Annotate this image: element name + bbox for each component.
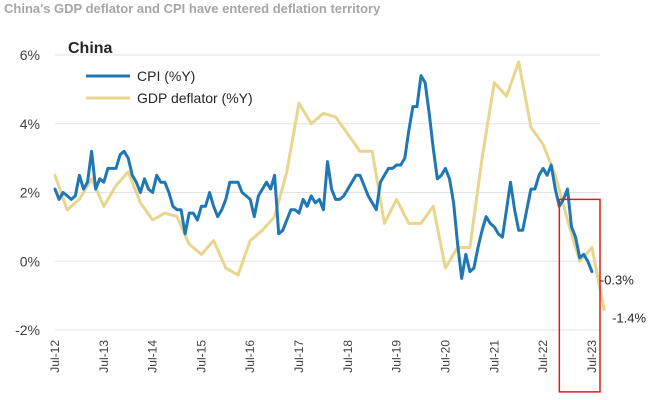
x-axis-ticks: Jul-12 Jul-13 Jul-14 Jul-15 Jul-16 Jul-17 Jul-… [48, 340, 599, 373]
series-lines [53, 60, 606, 311]
y-tick-label: -2% [15, 322, 40, 338]
x-tick-label: Jul-21 [487, 340, 501, 373]
chart-title: China's GDP deflator and CPI have entere… [4, 1, 381, 16]
end-value-label: -1.4% [612, 310, 646, 325]
x-tick-label: Jul-16 [243, 340, 257, 373]
x-tick-label: Jul-18 [341, 340, 355, 373]
x-tick-label: Jul-13 [97, 340, 111, 373]
x-tick-label: Jul-22 [536, 340, 550, 373]
y-axis-ticks: -2% 0% 2% 4% 6% [15, 47, 40, 338]
x-tick-label: Jul-17 [292, 340, 306, 373]
end-labels: -0.3% -1.4% [600, 273, 647, 326]
y-tick-label: 2% [20, 185, 40, 201]
y-tick-label: 4% [20, 116, 40, 132]
y-tick-label: 6% [20, 47, 40, 63]
x-tick-label: Jul-15 [194, 340, 208, 373]
x-tick-label: Jul-12 [48, 340, 62, 373]
legend-label: CPI (%Y) [137, 68, 195, 84]
end-value-label: -0.3% [600, 273, 634, 288]
highlight-box [558, 198, 601, 393]
legend: CPI (%Y) GDP deflator (%Y) [86, 68, 253, 106]
legend-label: GDP deflator (%Y) [137, 90, 253, 106]
x-tick-label: Jul-19 [390, 340, 404, 373]
x-tick-label: Jul-23 [585, 340, 599, 373]
series-line [53, 60, 606, 311]
y-tick-label: 0% [20, 253, 40, 269]
chart-subtitle: China [68, 40, 113, 57]
annotation-layer [558, 198, 601, 393]
x-tick-label: Jul-14 [146, 340, 160, 373]
x-tick-label: Jul-20 [438, 340, 452, 373]
series-line [53, 74, 594, 280]
